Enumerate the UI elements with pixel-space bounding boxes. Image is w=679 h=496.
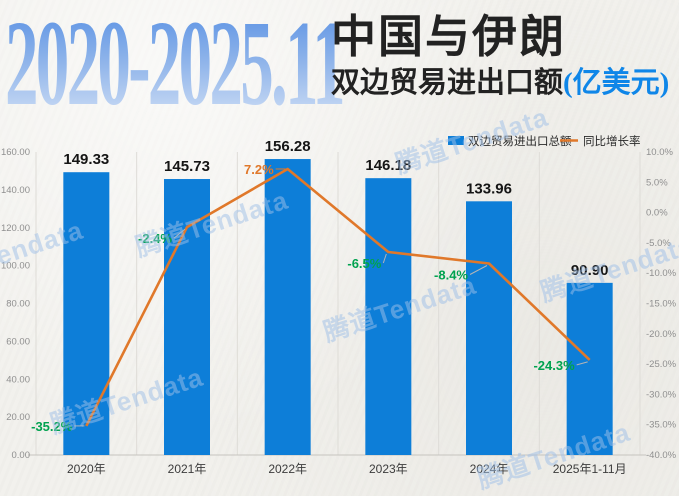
growth-rate-label: -24.3%	[533, 358, 575, 373]
left-axis-tick: 140.00	[1, 185, 30, 196]
growth-rate-label: 7.2%	[244, 162, 274, 177]
right-axis-tick: -25.0%	[646, 359, 677, 370]
bar-value-label: 156.28	[265, 138, 311, 155]
bar	[365, 178, 412, 455]
bar-value-label: 90.90	[571, 262, 609, 279]
x-axis-label: 2020年	[67, 462, 106, 476]
x-axis-label: 2023年	[369, 462, 408, 476]
bar	[264, 159, 311, 456]
growth-rate-line	[85, 167, 591, 427]
x-axis-label: 2022年	[268, 462, 307, 476]
right-axis-tick: -5.0%	[646, 238, 671, 249]
legend-bar-swatch	[448, 136, 464, 145]
right-axis-tick: 10.0%	[646, 147, 673, 158]
rate-label-leader	[576, 361, 588, 366]
bar-value-label: 145.73	[164, 158, 210, 175]
bar-value-label: 133.96	[466, 180, 512, 197]
x-axis-label: 2024年	[470, 462, 509, 476]
rate-label-leader	[469, 265, 488, 275]
bar	[566, 282, 613, 455]
left-axis-tick: 40.00	[6, 374, 30, 385]
bar-value-label: 146.18	[365, 157, 411, 174]
right-axis-tick: 5.0%	[646, 177, 668, 188]
legend-bar-label: 双边贸易进出口总额	[468, 134, 572, 148]
bar-value-label: 149.33	[63, 151, 109, 168]
growth-rate-label: -8.4%	[434, 268, 468, 283]
left-axis-tick: 120.00	[1, 223, 30, 234]
title-block: 中国与伊朗 双边贸易进出口额(亿美元)	[331, 12, 670, 100]
subtitle: 双边贸易进出口额(亿美元)	[331, 66, 670, 100]
bar	[466, 201, 512, 455]
rate-label-leader	[173, 228, 186, 239]
growth-rate-label: -6.5%	[347, 256, 381, 271]
left-axis-tick: 80.00	[6, 299, 30, 310]
unit-label: (亿美元)	[563, 66, 670, 99]
growth-rate-label: -2.4%	[138, 231, 172, 246]
trade-bar-line-chart: 0.00 20.00 40.00 60.00 80.00 100.00 120.00 140.…	[1, 134, 677, 476]
right-axis-tick: -40.0%	[646, 450, 677, 461]
left-axis-tick: 160.00	[1, 147, 30, 158]
left-axis-tick: 100.00	[1, 261, 30, 272]
subtitle-text: 双边贸易进出口额	[331, 66, 564, 99]
right-axis-tick: -35.0%	[646, 420, 677, 431]
bar	[164, 179, 210, 455]
right-axis-tick: -10.0%	[646, 268, 677, 279]
left-axis-tick: 0.00	[12, 450, 31, 461]
bar	[63, 172, 110, 456]
x-axis-label: 2021年	[168, 462, 207, 476]
right-axis-tick: -30.0%	[646, 389, 677, 400]
x-axis-label: 2025年1-11月	[553, 462, 627, 476]
left-axis-tick: 60.00	[6, 336, 30, 347]
growth-rate-label: -35.2%	[31, 419, 73, 434]
right-axis-tick: -20.0%	[646, 329, 677, 340]
rate-label-leader	[382, 253, 387, 264]
period-title: 2020-2025.11	[5, 0, 346, 131]
right-axis-tick: 0.0%	[646, 208, 668, 219]
main-title: 中国与伊朗	[331, 12, 567, 62]
right-axis-tick: -15.0%	[646, 299, 677, 310]
left-axis-tick: 20.00	[6, 412, 30, 423]
legend-line-label: 同比增长率	[583, 134, 641, 148]
